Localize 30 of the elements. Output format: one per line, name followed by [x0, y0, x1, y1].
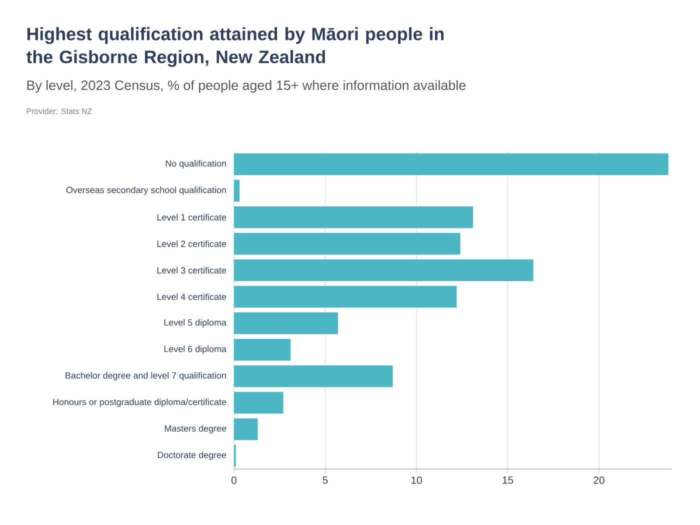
y-tick-label: Level 1 certificate — [157, 214, 226, 221]
y-tick-label: Level 2 certificate — [157, 240, 226, 248]
y-tick-label: Level 4 certificate — [157, 293, 226, 300]
y-tick-label: Masters degree — [164, 425, 226, 434]
x-tick-label: 0 — [232, 476, 237, 484]
x-tick-label: 5 — [322, 476, 328, 484]
chart-subtitle: By level, 2023 Census, % of people aged 15+ where information available — [27, 80, 466, 93]
bar — [234, 312, 338, 334]
y-tick-label: Doctorate degree — [158, 452, 226, 460]
y-tick-label: Overseas secondary school qualification — [66, 186, 226, 195]
bar — [234, 206, 474, 228]
bar — [234, 153, 668, 176]
y-tick-label: No qualification — [166, 160, 226, 168]
bar — [234, 286, 457, 308]
x-tick-label: 20 — [594, 476, 604, 484]
bar — [234, 180, 240, 202]
x-tick-label: 10 — [411, 476, 422, 484]
y-tick-label: Honours or postgraduate diploma/certificate — [53, 398, 226, 407]
bar — [234, 259, 534, 282]
bar — [234, 418, 258, 440]
y-tick-label: Level 5 diploma — [164, 319, 226, 328]
chart-title: Highest qualification attained by Māori people in the Gisborne Region, New Zealand — [26, 27, 444, 67]
y-tick-label: Level 3 certificate — [157, 266, 226, 274]
bar — [234, 338, 291, 361]
x-tick-label: 15 — [502, 476, 514, 484]
bar — [234, 232, 460, 255]
y-tick-label: Level 6 diploma — [164, 346, 226, 354]
bar — [234, 392, 284, 414]
bar — [234, 365, 393, 388]
y-tick-label: Bachelor degree and level 7 qualification — [66, 372, 226, 380]
